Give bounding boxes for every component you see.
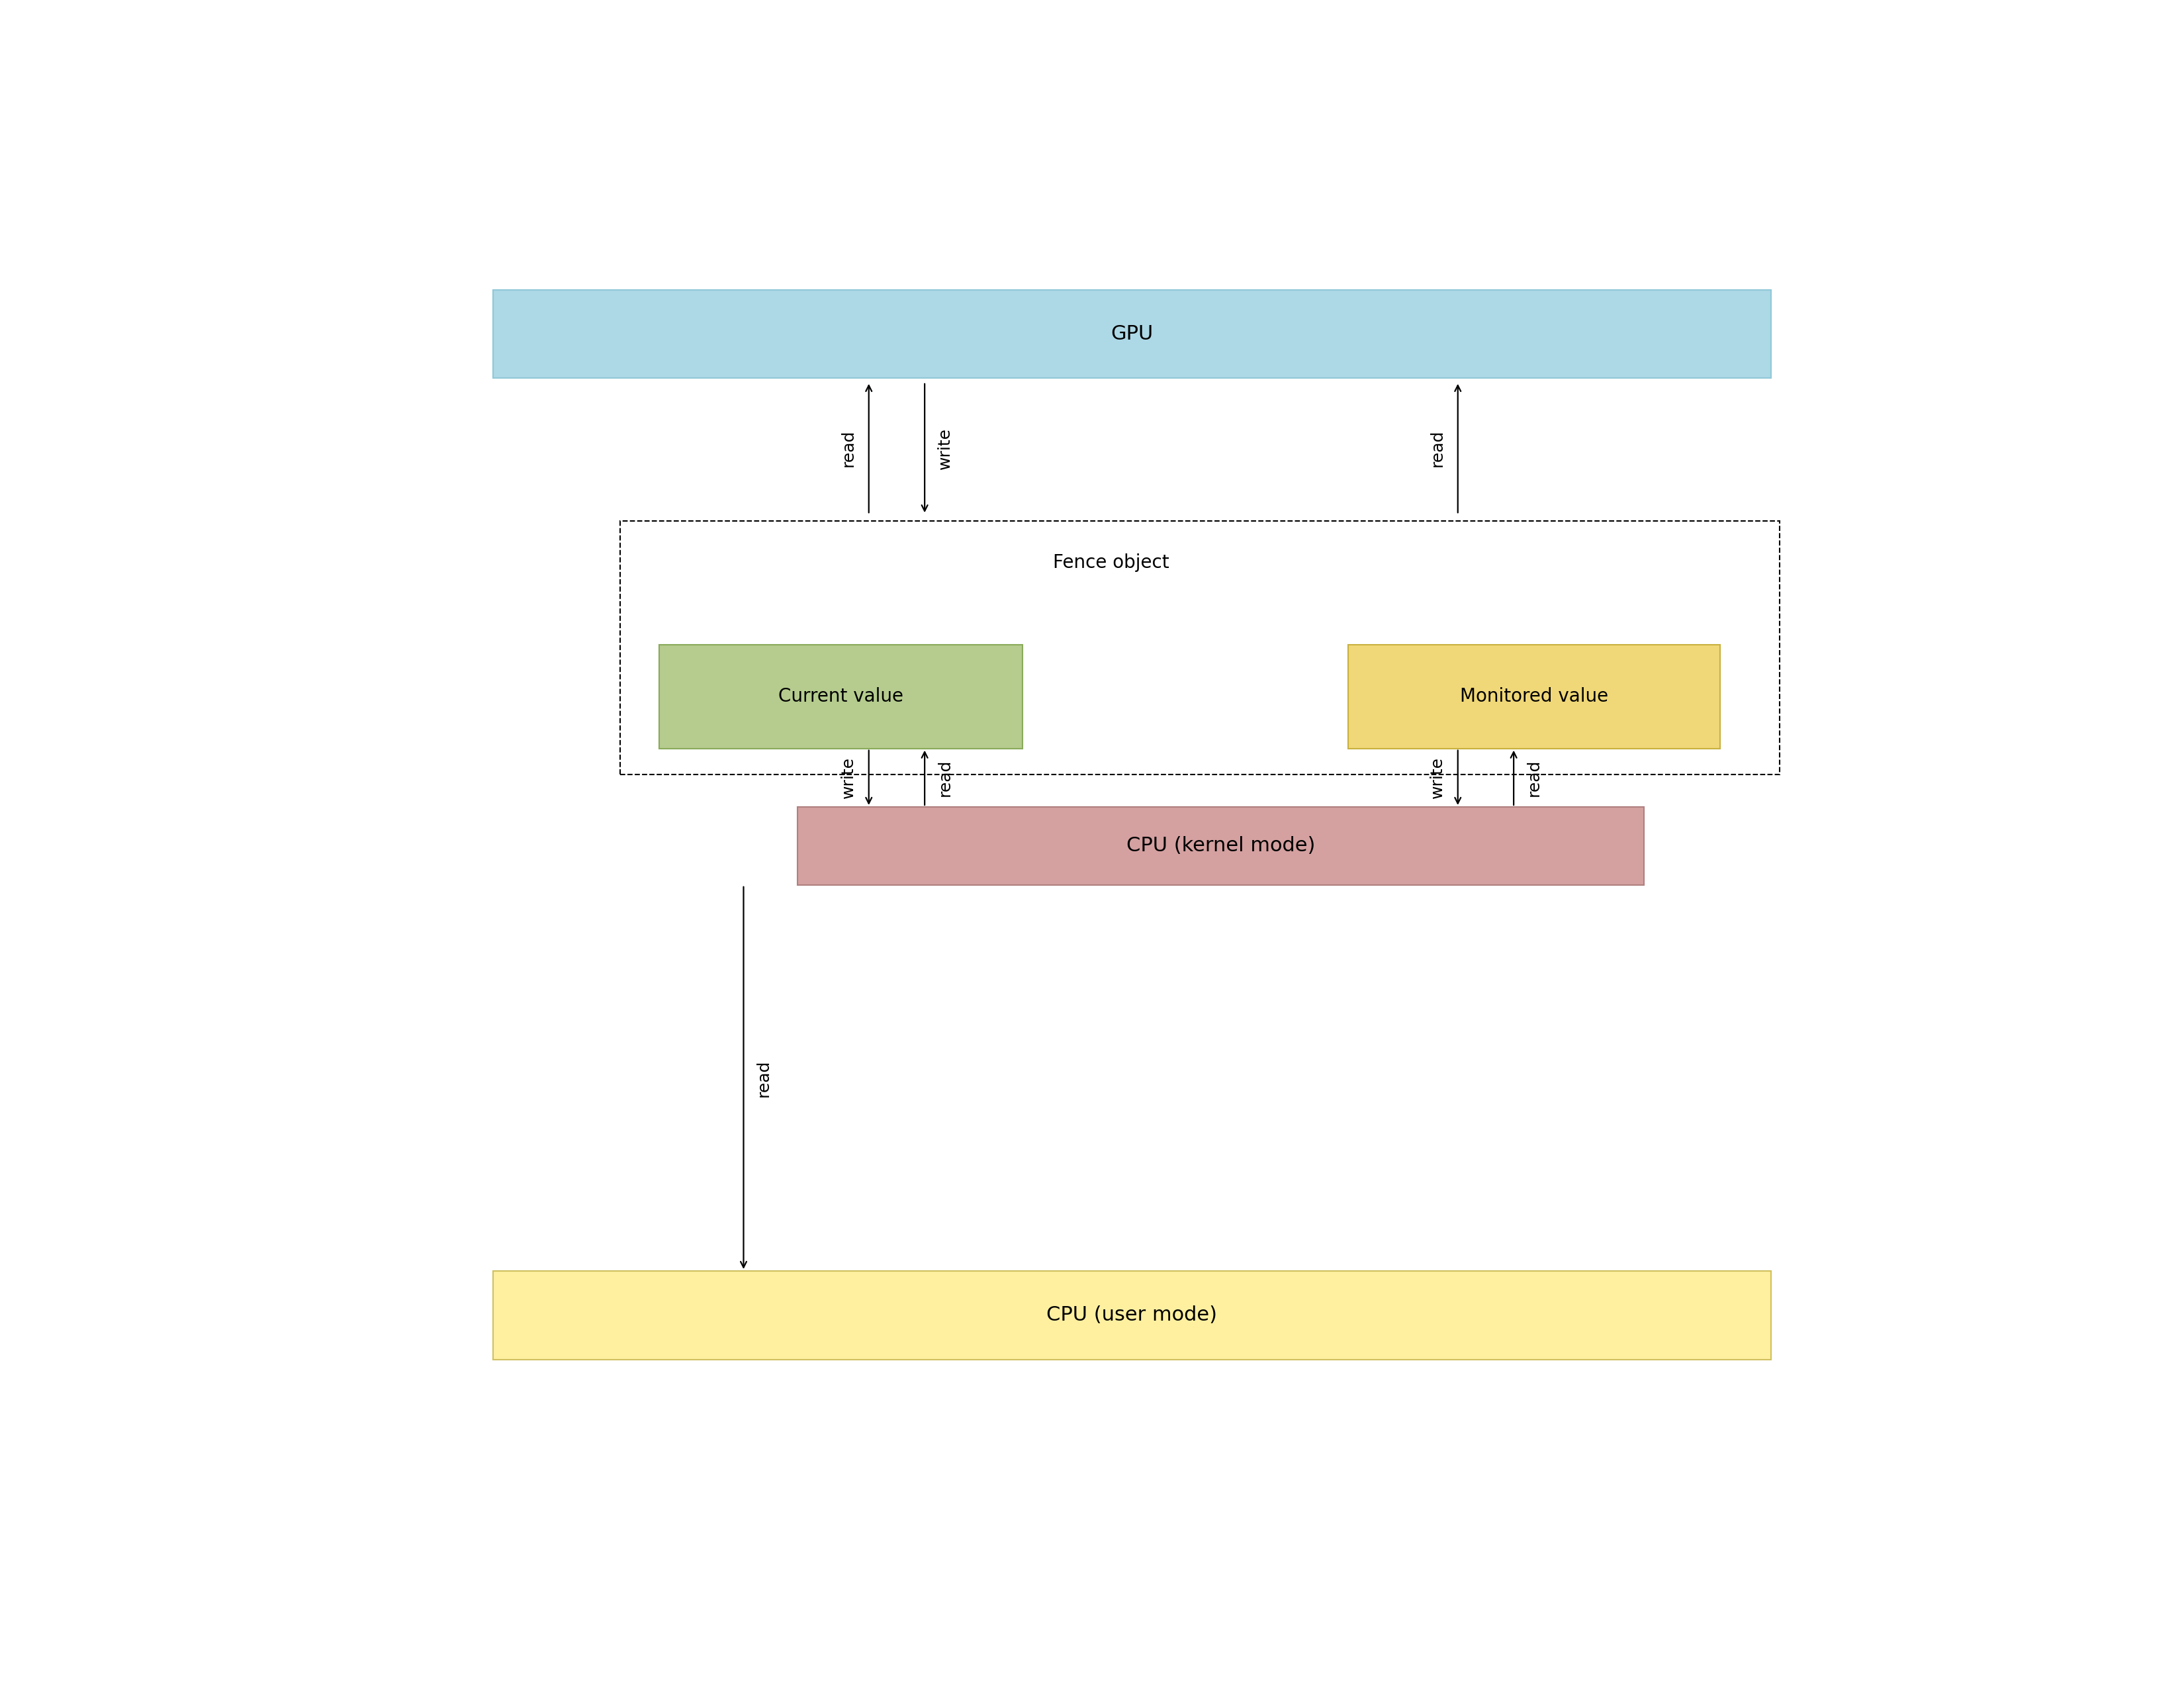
Text: write: write [841, 756, 856, 798]
Text: read: read [841, 429, 856, 468]
Text: read: read [1527, 760, 1542, 797]
Text: CPU (kernel mode): CPU (kernel mode) [1127, 836, 1315, 856]
Text: write: write [1431, 756, 1446, 798]
Text: write: write [937, 427, 952, 469]
Bar [797, 807, 1645, 885]
Text: read: read [937, 760, 952, 797]
Bar [494, 290, 1771, 378]
Text: read: read [1431, 429, 1446, 468]
Bar [494, 1271, 1771, 1359]
Text: GPU: GPU [1112, 324, 1153, 343]
Bar [620, 522, 1780, 775]
Text: Fence object: Fence object [1053, 554, 1168, 572]
Text: CPU (user mode): CPU (user mode) [1046, 1305, 1216, 1325]
Bar [660, 645, 1022, 748]
Bar [1348, 645, 1721, 748]
Text: Current value: Current value [778, 687, 904, 706]
Text: Monitored value: Monitored value [1459, 687, 1607, 706]
Text: read: read [756, 1060, 771, 1097]
